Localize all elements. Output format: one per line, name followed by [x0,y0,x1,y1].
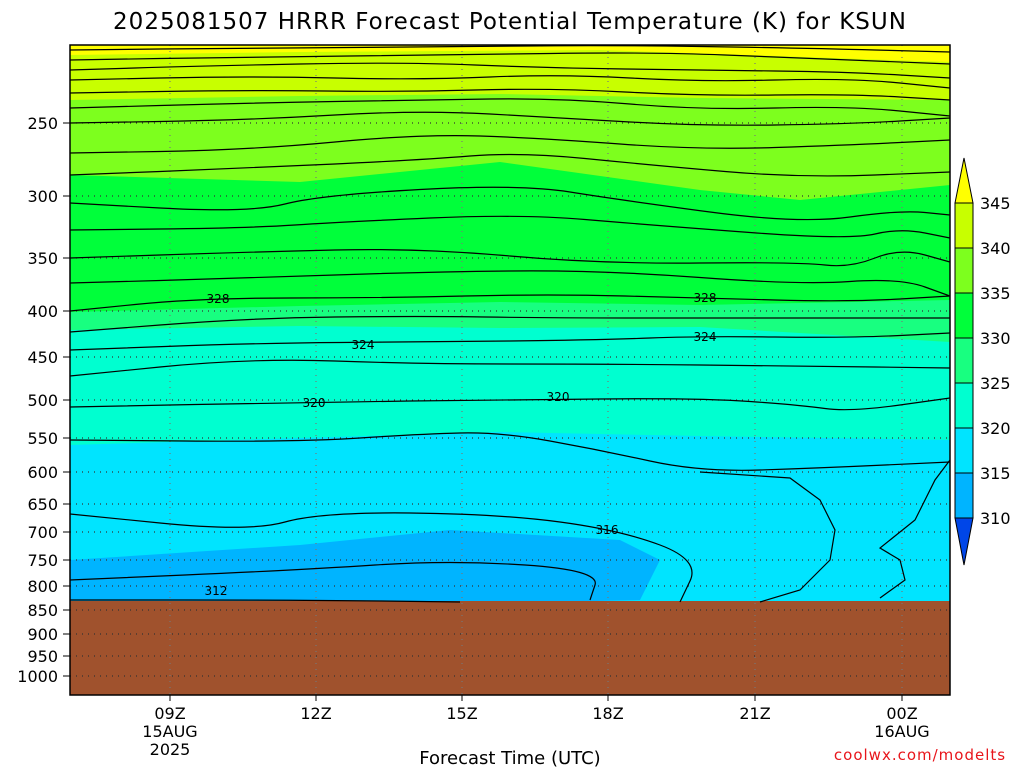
contour-line [70,186,950,221]
contour-line [70,98,950,117]
contour-line [70,270,950,297]
colorbar-label: 310 [980,509,1011,528]
credit-text: coolwx.com/modelts [834,746,1006,764]
colorbar-bottom-arrow [954,517,974,566]
x-tick-date: 16AUG [874,722,929,741]
contour-line [70,432,950,471]
y-tick-label: 950 [27,647,58,666]
y-tick-label: 550 [27,429,58,448]
colorbar-label: 320 [980,419,1011,438]
chart-title: 2025081507 HRRR Forecast Potential Tempe… [113,9,907,35]
contour-line [70,397,950,411]
contour-line [70,62,950,79]
x-tick-year: 2025 [150,740,191,759]
contour-label: 324 [352,338,375,352]
x-tick-label: 15Z [446,704,477,723]
contour-line [699,471,836,603]
contour-line [70,215,950,239]
y-tick-label: 850 [27,601,58,620]
y-tick-label: 500 [27,391,58,410]
contour-line [70,75,950,89]
contour-label: 312 [205,584,228,598]
contour-line [70,359,950,377]
y-tick-label: 400 [27,302,58,321]
colorbar-segment [954,247,974,294]
contour-lines [70,45,950,603]
colorbar-label: 325 [980,374,1011,393]
x-tick-label: 09Z [154,704,185,723]
colorbar-segment [954,337,974,384]
contour-label: 320 [547,390,570,404]
contour-line [70,135,950,154]
contour-label: 324 [694,330,717,344]
colorbar-top-arrow [954,157,974,204]
x-tick-label: 18Z [592,704,623,723]
contour-line [70,561,596,601]
x-tick-label: 21Z [739,704,770,723]
colorbar-segment [954,202,974,249]
contour-line [70,111,950,126]
colorbar-label: 315 [980,464,1011,483]
y-tick-label: 350 [27,249,58,268]
grid-lines [70,45,950,695]
contour-label: 328 [207,292,230,306]
x-tick-label: 12Z [300,704,331,723]
plot-frame [69,44,951,696]
contour-label: 316 [596,523,619,537]
y-axis-labels: 250 300 350 400 450 500 550 600 650 700 750 800 850 9… [17,114,70,686]
y-tick-label: 900 [27,625,58,644]
color-band [70,530,660,605]
contour-line [70,315,950,333]
colorbar-label: 335 [980,284,1011,303]
colorbar-label: 340 [980,239,1011,258]
contour-line [70,294,950,312]
y-tick-label: 450 [27,348,58,367]
y-tick-label: 250 [27,114,58,133]
x-tick-date: 15AUG [142,722,197,741]
y-tick-label: 1000 [17,667,58,686]
colorbar-label: 345 [980,194,1011,213]
y-tick-label: 800 [27,577,58,596]
colorbar-label: 330 [980,329,1011,348]
contour-line [878,459,950,599]
x-tick-label: 00Z [886,704,917,723]
below-ground-area [70,601,950,695]
colorbar-segment [954,292,974,339]
y-tick-label: 700 [27,523,58,542]
plot-area [70,45,950,695]
colorbar-segment [954,382,974,429]
contour-line [70,88,950,101]
contour-line [70,599,461,603]
contour-line [70,45,950,53]
x-axis-title: Forecast Time (UTC) [419,748,600,768]
contour-line [70,332,950,351]
colorbar-segment [954,427,974,474]
contour-line [70,512,693,603]
contour-label: 320 [303,396,326,410]
contour-line [70,153,950,177]
colorbar: 345 340 335 330 325 320 315 310 [954,157,1011,566]
contour-line [70,249,950,267]
y-tick-label: 750 [27,551,58,570]
contour-value-labels: 328 328 324 324 320 320 316 312 [205,291,717,598]
colorbar-segment [954,472,974,519]
y-tick-label: 600 [27,463,58,482]
contour-label: 328 [694,291,717,305]
y-tick-label: 650 [27,495,58,514]
contour-line [70,52,950,65]
y-tick-label: 300 [27,187,58,206]
